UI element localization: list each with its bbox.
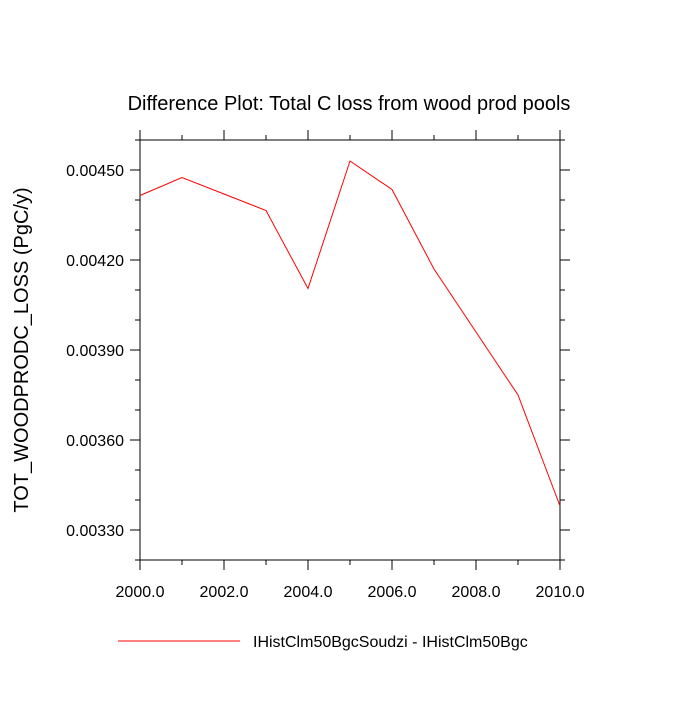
plot-area: 2000.0 2002.0 2004.0 2006.0 2008.0 2010.0 0.00… [66,130,584,601]
x-tick-label: 2002.0 [200,584,249,601]
y-axis-title: TOT_WOODPRODC_LOSS (PgC/y) [11,187,33,512]
x-tick-label: 2010.0 [536,584,585,601]
legend: IHistClm50BgcSoudzi - IHistClm50Bgc [118,634,528,651]
legend-label-0: IHistClm50BgcSoudzi - IHistClm50Bgc [253,634,528,651]
x-tick-label: 2000.0 [116,584,165,601]
y-tick-label: 0.00420 [66,253,124,270]
x-tick-label: 2004.0 [284,584,333,601]
chart-title: Difference Plot: Total C loss from wood … [128,93,571,115]
y-tick-label: 0.00390 [66,343,124,360]
plot-frame [140,140,560,560]
series-line-0 [140,161,560,506]
y-tick-label: 0.00330 [66,523,124,540]
x-tick-label: 2006.0 [368,584,417,601]
y-tick-label: 0.00360 [66,433,124,450]
x-tick-label: 2008.0 [452,584,501,601]
y-tick-label: 0.00450 [66,163,124,180]
